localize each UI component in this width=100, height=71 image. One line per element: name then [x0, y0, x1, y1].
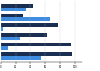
Bar [1, 47, 8, 50]
Bar [1, 4, 33, 8]
Bar [1, 14, 23, 17]
Bar [1, 37, 20, 40]
Bar [1, 56, 41, 60]
Bar [1, 33, 47, 37]
Bar [1, 23, 58, 27]
Bar [1, 27, 3, 31]
Bar [1, 17, 50, 21]
Bar [1, 8, 26, 11]
Bar [1, 43, 71, 47]
Bar [1, 52, 72, 56]
